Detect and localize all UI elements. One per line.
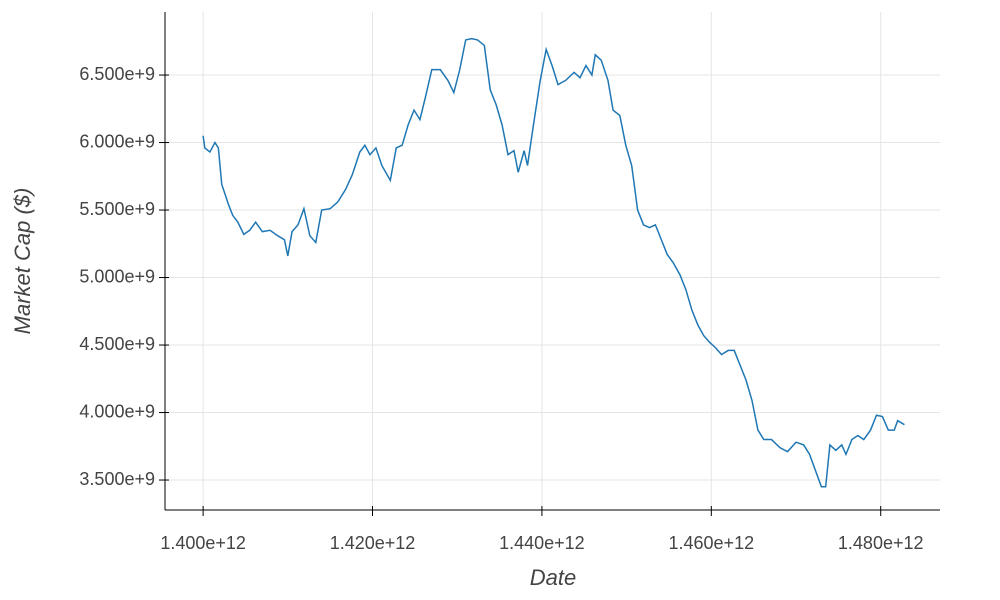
x-tick-label: 1.440e+12	[499, 533, 585, 553]
y-tick-label: 6.500e+9	[79, 64, 155, 84]
y-tick-label: 6.000e+9	[79, 131, 155, 151]
data-line	[202, 37, 905, 488]
y-tick-label: 4.500e+9	[79, 334, 155, 354]
x-tick-label: 1.480e+12	[838, 533, 924, 553]
x-tick-label: 1.460e+12	[669, 533, 755, 553]
y-tick-label: 5.000e+9	[79, 266, 155, 286]
y-tick-label: 4.000e+9	[79, 401, 155, 421]
x-tick-label: 1.400e+12	[160, 533, 246, 553]
y-axis-title: Market Cap ($)	[10, 188, 35, 335]
y-tick-label: 3.500e+9	[79, 469, 155, 489]
x-tick-label: 1.420e+12	[330, 533, 416, 553]
y-tick-label: 5.500e+9	[79, 199, 155, 219]
x-axis-title: Date	[530, 565, 576, 590]
